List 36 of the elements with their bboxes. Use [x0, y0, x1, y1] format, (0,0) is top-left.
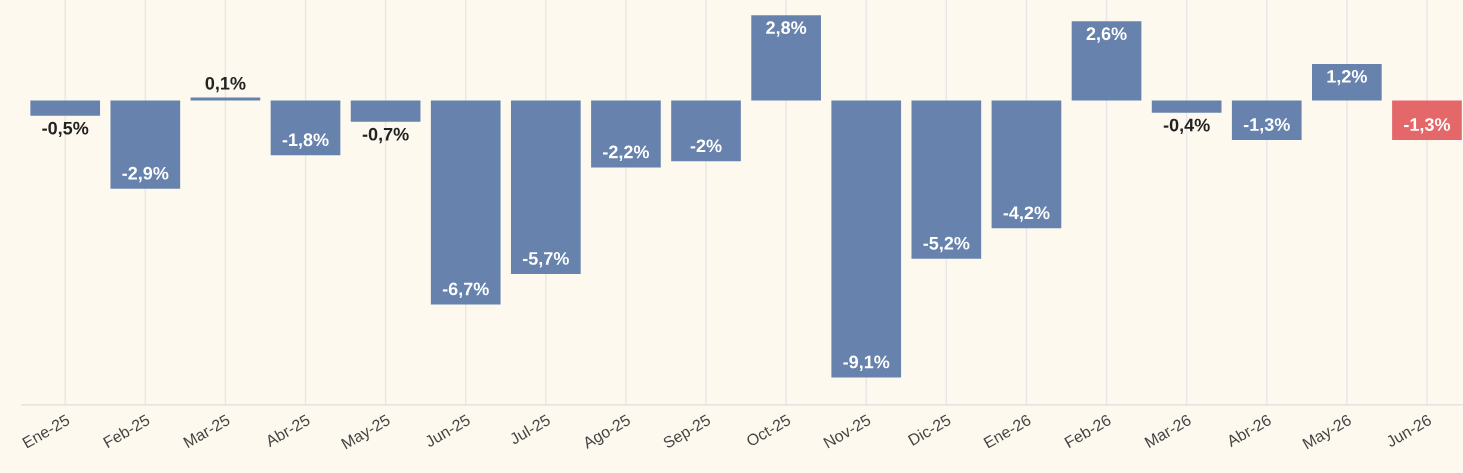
- bar: [991, 100, 1062, 229]
- bar: [671, 100, 741, 162]
- data-label: 1,2%: [1327, 69, 1367, 86]
- data-label: -2,2%: [603, 145, 650, 161]
- data-label: -5,7%: [522, 252, 569, 268]
- data-label: -2,9%: [122, 166, 169, 183]
- data-label: -2%: [690, 139, 722, 153]
- bar: [1392, 100, 1462, 141]
- bar: [751, 15, 821, 101]
- data-label: 0,1%: [205, 76, 246, 93]
- bar: [1231, 100, 1302, 141]
- data-label: -0,5%: [42, 121, 89, 138]
- data-label: -0,4%: [1163, 118, 1210, 135]
- data-label: 2,8%: [766, 21, 807, 37]
- bar: [1151, 100, 1222, 113]
- bar: [110, 100, 181, 189]
- data-label: -1,8%: [282, 133, 329, 149]
- bar: [911, 100, 982, 259]
- data-label: -4,2%: [1003, 206, 1050, 222]
- bar: [190, 97, 261, 101]
- bar: [591, 100, 661, 168]
- data-label: -9,1%: [843, 355, 890, 371]
- bar: [30, 100, 101, 116]
- bar: [1071, 21, 1142, 101]
- bar: [270, 100, 341, 156]
- bar: [510, 100, 581, 274]
- data-label: -1,3%: [1404, 118, 1451, 134]
- data-label: -6,7%: [442, 282, 489, 298]
- bar: [831, 100, 902, 378]
- bar: [1312, 63, 1382, 101]
- bar: [350, 100, 421, 122]
- bar: [430, 100, 501, 305]
- data-label: -0,7%: [362, 127, 409, 144]
- data-label: -5,2%: [923, 236, 970, 253]
- data-label: 2,6%: [1086, 27, 1127, 43]
- data-label: -1,3%: [1243, 118, 1290, 134]
